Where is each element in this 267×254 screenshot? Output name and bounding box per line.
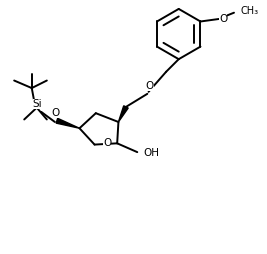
Text: O: O xyxy=(146,81,154,91)
Polygon shape xyxy=(56,118,80,128)
Text: O: O xyxy=(103,138,111,148)
Text: OH: OH xyxy=(144,148,160,158)
Text: O: O xyxy=(52,108,60,118)
Text: Si: Si xyxy=(33,99,42,109)
Polygon shape xyxy=(119,106,128,122)
Text: O: O xyxy=(219,14,227,24)
Text: CH₃: CH₃ xyxy=(240,6,258,17)
